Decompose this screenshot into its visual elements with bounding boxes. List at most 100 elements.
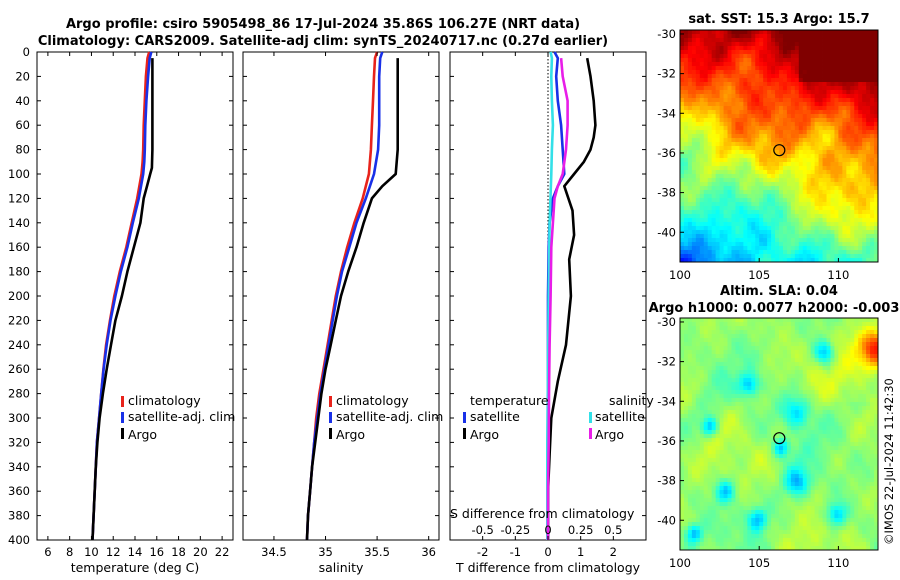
map-cell: [786, 150, 792, 155]
map-cell: [779, 414, 784, 419]
map-cell: [786, 362, 792, 367]
map-cell: [862, 130, 867, 135]
map-cell: [838, 458, 843, 463]
map-cell: [822, 134, 827, 139]
map-cell: [806, 150, 812, 155]
map-cell: [771, 430, 776, 435]
map-cell: [739, 90, 744, 95]
map-cell: [691, 450, 697, 455]
map-cell: [695, 346, 701, 351]
map-cell: [687, 366, 693, 371]
map-cell: [751, 86, 756, 91]
map-cell: [790, 186, 796, 191]
map-cell: [755, 150, 760, 155]
map-cell: [818, 42, 823, 47]
map-cell: [822, 446, 827, 451]
map-cell: [743, 130, 748, 135]
map-cell: [727, 406, 732, 411]
map-cell: [862, 362, 867, 367]
map-cell: [854, 106, 859, 111]
map-cell: [834, 426, 839, 431]
map-cell: [858, 434, 863, 439]
map-cell: [775, 398, 780, 403]
map-cell: [862, 406, 867, 411]
map-cell: [731, 34, 736, 39]
map-cell: [691, 90, 697, 95]
map-cell: [755, 338, 760, 343]
map-cell: [739, 434, 744, 439]
map-cell: [739, 342, 744, 347]
map-cell: [771, 238, 776, 243]
map-cell: [782, 354, 788, 359]
map-cell: [830, 50, 835, 55]
map-cell: [731, 386, 736, 391]
x-tick-label: 14: [128, 545, 143, 559]
map-cell: [838, 46, 843, 51]
map-cell: [715, 154, 720, 159]
map-cell: [870, 406, 875, 411]
map-cell: [775, 90, 780, 95]
map-cell: [719, 362, 724, 367]
map-cell: [735, 98, 740, 103]
map-cell: [683, 222, 689, 227]
map-cell: [818, 322, 823, 327]
map-cell: [703, 34, 709, 39]
map-cell: [691, 402, 697, 407]
map-cell: [854, 122, 859, 127]
map-cell: [822, 338, 827, 343]
map-cell: [743, 94, 748, 99]
map-y-tick-label: -30: [657, 27, 676, 41]
map-cell: [747, 38, 752, 43]
map-cell: [814, 382, 819, 387]
map-cell: [719, 462, 724, 467]
map-cell: [755, 182, 760, 187]
map-cell: [727, 198, 732, 203]
map-cell: [719, 370, 724, 375]
map-cell: [755, 210, 760, 215]
map-cell: [687, 42, 693, 47]
map-cell: [727, 154, 732, 159]
map-cell: [870, 178, 875, 183]
map-cell: [834, 206, 839, 211]
map-cell: [806, 94, 812, 99]
map-cell: [743, 58, 748, 63]
map-cell: [826, 350, 831, 355]
map-cell: [834, 254, 839, 259]
map-cell: [755, 342, 760, 347]
map-cell: [874, 206, 879, 211]
map-cell: [814, 82, 819, 87]
map-cell: [759, 66, 764, 71]
map-cell: [786, 98, 792, 103]
map-cell: [687, 446, 693, 451]
map-cell: [822, 214, 827, 219]
map-cell: [719, 214, 724, 219]
map-cell: [870, 374, 875, 379]
map-cell: [723, 454, 728, 459]
map-cell: [680, 222, 685, 227]
map-cell: [858, 254, 863, 259]
map-cell: [822, 210, 827, 215]
map-cell: [727, 414, 732, 419]
map-cell: [715, 406, 720, 411]
map-cell: [755, 50, 760, 55]
map-cell: [798, 146, 804, 151]
map-cell: [771, 46, 776, 51]
map-cell: [719, 170, 724, 175]
map-cell: [759, 218, 764, 223]
map-cell: [838, 334, 843, 339]
map-cell: [842, 226, 847, 231]
map-cell: [850, 250, 855, 255]
map-cell: [794, 118, 800, 123]
map-cell: [771, 154, 776, 159]
map-cell: [735, 202, 740, 207]
map-cell: [691, 318, 697, 323]
map-cell: [695, 234, 701, 239]
map-cell: [830, 198, 835, 203]
map-cell: [782, 130, 788, 135]
map-cell: [680, 214, 685, 219]
difference-panel: -2 -1 0 1 2 -0.5 -0.25 0 0.25 0.5 S difference f…: [449, 51, 654, 575]
map-cell: [858, 422, 863, 427]
map-cell: [802, 118, 808, 123]
map-cell: [711, 66, 717, 71]
map-y-tick-label: -36: [657, 146, 676, 160]
